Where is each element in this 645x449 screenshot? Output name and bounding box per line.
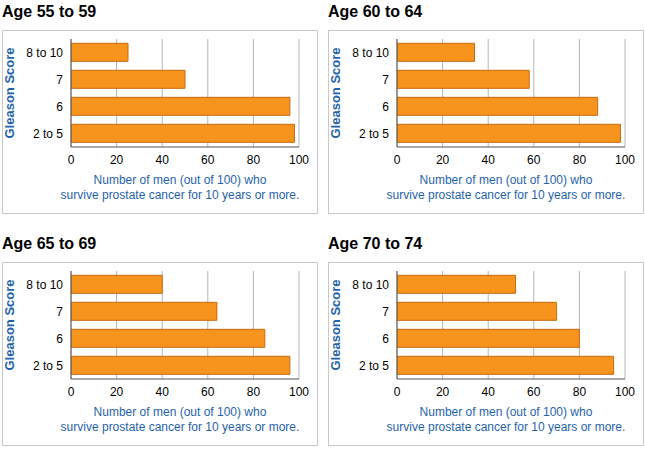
html-text:survive prostate cancer for 10: survive prostate cancer for 10 years or … xyxy=(60,188,300,202)
svg-text:100: 100 xyxy=(615,385,635,399)
svg-text:100: 100 xyxy=(615,153,635,167)
svg-text:7: 7 xyxy=(56,305,63,319)
svg-text:2 to 5: 2 to 5 xyxy=(33,359,63,373)
svg-text:40: 40 xyxy=(156,385,170,399)
svg-text:8 to 10: 8 to 10 xyxy=(352,46,389,60)
svg-text:80: 80 xyxy=(247,385,261,399)
svg-text:8 to 10: 8 to 10 xyxy=(26,46,63,60)
svg-text:7: 7 xyxy=(382,305,389,319)
svg-text:20: 20 xyxy=(110,385,124,399)
svg-text:0: 0 xyxy=(68,153,75,167)
html-text:survive prostate cancer for 10: survive prostate cancer for 10 years or … xyxy=(386,420,626,434)
html-text:Number of men (out of 100) who: Number of men (out of 100) who xyxy=(419,173,593,187)
svg-text:6: 6 xyxy=(382,100,389,114)
svg-text:6: 6 xyxy=(56,332,63,346)
svg-text:2 to 5: 2 to 5 xyxy=(359,359,389,373)
html-text:Age 55 to 59: Age 55 to 59 xyxy=(2,3,97,20)
svg-text:0: 0 xyxy=(394,385,401,399)
svg-text:20: 20 xyxy=(436,385,450,399)
svg-text:8 to 10: 8 to 10 xyxy=(352,278,389,292)
html-text:Number of men (out of 100) who: Number of men (out of 100) who xyxy=(419,405,593,419)
html-text:Number of men (out of 100) who: Number of men (out of 100) who xyxy=(93,173,267,187)
html-text:Number of men (out of 100) who: Number of men (out of 100) who xyxy=(93,405,267,419)
html-text:Age 60 to 64: Age 60 to 64 xyxy=(328,3,423,20)
svg-text:0: 0 xyxy=(394,153,401,167)
svg-text:80: 80 xyxy=(247,153,261,167)
svg-text:20: 20 xyxy=(110,153,124,167)
svg-text:7: 7 xyxy=(56,73,63,87)
svg-text:60: 60 xyxy=(527,385,541,399)
svg-text:40: 40 xyxy=(482,385,496,399)
svg-text:2 to 5: 2 to 5 xyxy=(359,127,389,141)
svg-text:60: 60 xyxy=(201,385,215,399)
svg-text:Gleason Score: Gleason Score xyxy=(329,47,343,138)
svg-text:Gleason Score: Gleason Score xyxy=(8,47,17,138)
html-text:Age 65 to 69: Age 65 to 69 xyxy=(2,235,97,252)
svg-text:80: 80 xyxy=(573,153,587,167)
svg-text:40: 40 xyxy=(156,153,170,167)
svg-text:Gleason Score: Gleason Score xyxy=(329,279,343,370)
svg-text:8 to 10: 8 to 10 xyxy=(26,278,63,292)
svg-text:20: 20 xyxy=(436,153,450,167)
svg-text:2 to 5: 2 to 5 xyxy=(33,127,63,141)
html-text:Age 70 to 74: Age 70 to 74 xyxy=(328,235,423,252)
svg-text:60: 60 xyxy=(201,153,215,167)
svg-text:0: 0 xyxy=(68,385,75,399)
svg-text:6: 6 xyxy=(56,100,63,114)
svg-text:80: 80 xyxy=(573,385,587,399)
svg-text:100: 100 xyxy=(289,153,309,167)
svg-text:60: 60 xyxy=(527,153,541,167)
svg-text:7: 7 xyxy=(382,73,389,87)
svg-text:6: 6 xyxy=(382,332,389,346)
html-text:survive prostate cancer for 10: survive prostate cancer for 10 years or … xyxy=(60,420,300,434)
svg-text:40: 40 xyxy=(482,153,496,167)
svg-text:100: 100 xyxy=(289,385,309,399)
html-text:survive prostate cancer for 10: survive prostate cancer for 10 years or … xyxy=(386,188,626,202)
svg-text:Gleason Score: Gleason Score xyxy=(8,279,17,370)
